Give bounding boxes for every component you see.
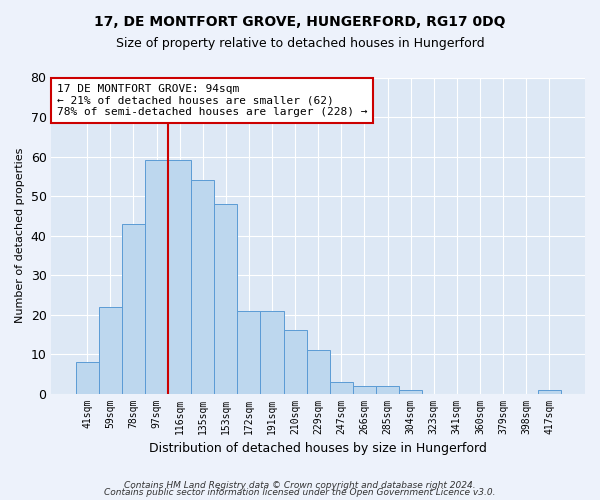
Bar	[284, 330, 307, 394]
Bar	[330, 382, 353, 394]
X-axis label: Distribution of detached houses by size in Hungerford: Distribution of detached houses by size …	[149, 442, 487, 455]
Bar	[307, 350, 330, 394]
Text: Size of property relative to detached houses in Hungerford: Size of property relative to detached ho…	[116, 38, 484, 51]
Bar	[122, 224, 145, 394]
Y-axis label: Number of detached properties: Number of detached properties	[15, 148, 25, 323]
Text: 17 DE MONTFORT GROVE: 94sqm
← 21% of detached houses are smaller (62)
78% of sem: 17 DE MONTFORT GROVE: 94sqm ← 21% of det…	[57, 84, 367, 117]
Bar	[99, 306, 122, 394]
Bar	[399, 390, 422, 394]
Bar	[145, 160, 168, 394]
Bar	[538, 390, 561, 394]
Bar	[260, 310, 284, 394]
Bar	[376, 386, 399, 394]
Bar	[353, 386, 376, 394]
Bar	[191, 180, 214, 394]
Bar	[76, 362, 99, 394]
Text: Contains public sector information licensed under the Open Government Licence v3: Contains public sector information licen…	[104, 488, 496, 497]
Text: Contains HM Land Registry data © Crown copyright and database right 2024.: Contains HM Land Registry data © Crown c…	[124, 480, 476, 490]
Bar	[214, 204, 238, 394]
Text: 17, DE MONTFORT GROVE, HUNGERFORD, RG17 0DQ: 17, DE MONTFORT GROVE, HUNGERFORD, RG17 …	[94, 15, 506, 29]
Bar	[168, 160, 191, 394]
Bar	[238, 310, 260, 394]
